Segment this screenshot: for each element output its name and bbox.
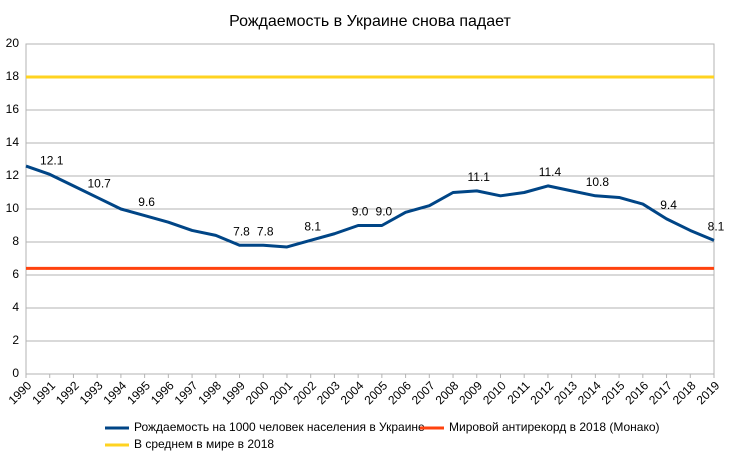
x-tick-label: 2018 bbox=[670, 378, 699, 407]
x-tick-label: 1992 bbox=[53, 378, 82, 407]
x-tick-label: 1990 bbox=[6, 378, 35, 407]
data-label: 9.4 bbox=[660, 198, 677, 212]
x-tick-label: 2001 bbox=[267, 378, 296, 407]
x-tick-label: 2014 bbox=[575, 378, 604, 407]
chart-title: Рождаемость в Украине снова падает bbox=[229, 13, 511, 30]
data-label: 10.8 bbox=[586, 175, 610, 189]
x-tick-label: 1999 bbox=[219, 378, 248, 407]
data-label: 10.7 bbox=[87, 177, 111, 191]
x-tick-label: 2015 bbox=[599, 378, 628, 407]
y-tick-label: 4 bbox=[12, 300, 19, 314]
data-label: 12.1 bbox=[40, 154, 64, 168]
y-tick-label: 12 bbox=[6, 168, 20, 182]
y-tick-label: 10 bbox=[6, 201, 20, 215]
y-tick-label: 2 bbox=[12, 333, 19, 347]
y-tick-label: 8 bbox=[12, 234, 19, 248]
x-tick-label: 2016 bbox=[622, 378, 651, 407]
x-tick-label: 2009 bbox=[456, 378, 485, 407]
y-tick-label: 14 bbox=[6, 135, 20, 149]
y-tick-label: 16 bbox=[6, 102, 20, 116]
plot-frame bbox=[25, 43, 715, 375]
x-tick-label: 2006 bbox=[385, 378, 414, 407]
x-tick-label: 2013 bbox=[551, 378, 580, 407]
x-tick-label: 2012 bbox=[528, 378, 557, 407]
x-tick-label: 2010 bbox=[480, 378, 509, 407]
x-tick-label: 1994 bbox=[100, 378, 129, 407]
series-line bbox=[25, 164, 715, 249]
x-tick-label: 1991 bbox=[29, 378, 58, 407]
legend-label: Мировой антирекорд в 2018 (Монако) bbox=[449, 420, 660, 434]
x-tick-label: 2002 bbox=[290, 378, 319, 407]
y-tick-label: 18 bbox=[6, 69, 20, 83]
legend-label: Рождаемость на 1000 человек населения в … bbox=[134, 420, 425, 434]
x-tick-label: 2017 bbox=[646, 378, 675, 407]
data-label: 9.0 bbox=[376, 205, 393, 219]
x-tick-label: 2005 bbox=[361, 378, 390, 407]
x-tick-label: 2004 bbox=[338, 378, 367, 407]
y-tick-label: 0 bbox=[12, 366, 19, 380]
data-label: 9.6 bbox=[138, 195, 155, 209]
x-tick-label: 2000 bbox=[243, 378, 272, 407]
data-label: 7.8 bbox=[233, 224, 250, 238]
y-tick-label: 6 bbox=[12, 267, 19, 281]
data-label: 8.1 bbox=[708, 220, 725, 234]
data-label: 7.8 bbox=[257, 224, 274, 238]
x-tick-label: 1993 bbox=[77, 378, 106, 407]
data-label: 11.4 bbox=[539, 165, 562, 179]
x-tick-label: 2019 bbox=[694, 378, 723, 407]
data-label: 11.1 bbox=[468, 170, 491, 184]
y-tick-label: 20 bbox=[6, 36, 20, 50]
x-tick-label: 1997 bbox=[172, 378, 201, 407]
x-tick-label: 2008 bbox=[433, 378, 462, 407]
legend-label: В среднем в мире в 2018 bbox=[134, 437, 274, 451]
x-tick-label: 1998 bbox=[195, 378, 224, 407]
x-tick-label: 2003 bbox=[314, 378, 343, 407]
data-label: 9.0 bbox=[352, 205, 369, 219]
x-tick-label: 1996 bbox=[148, 378, 177, 407]
x-tick-label: 1995 bbox=[124, 378, 153, 407]
x-tick-label: 2007 bbox=[409, 378, 438, 407]
data-label: 8.1 bbox=[304, 220, 321, 234]
x-tick-label: 2011 bbox=[504, 378, 532, 406]
